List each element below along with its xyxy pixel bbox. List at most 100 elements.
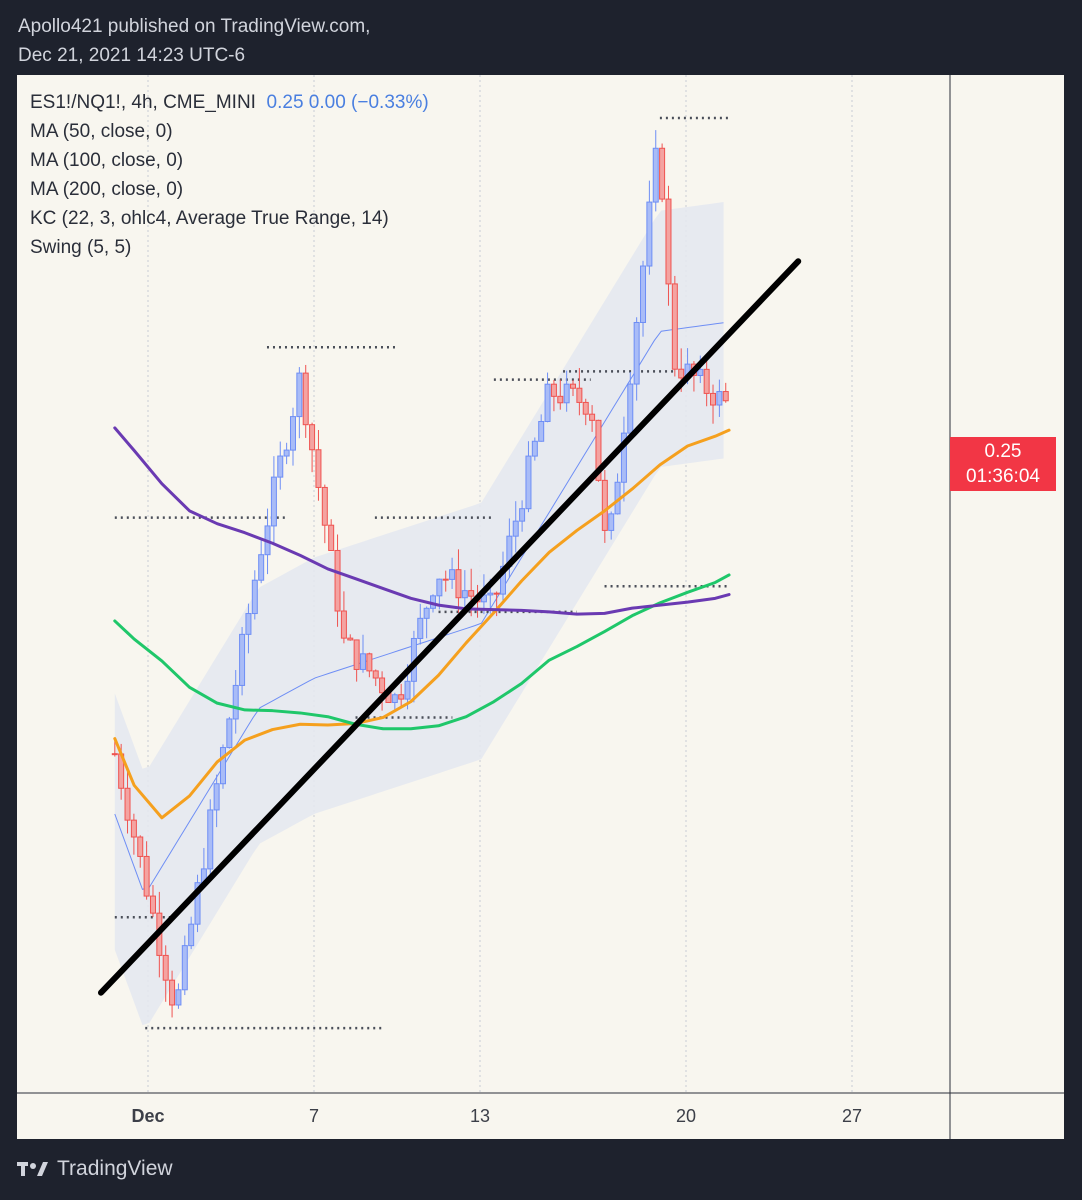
moving-averages [97, 258, 802, 996]
x-tick-13: 13 [469, 1106, 491, 1126]
candle-body [219, 747, 226, 785]
candle-body [703, 368, 710, 394]
candle-body [391, 694, 398, 703]
candle-body [143, 855, 150, 897]
legend-swing[interactable]: Swing (5, 5) [30, 237, 132, 258]
tradingview-logo-icon [17, 1162, 48, 1176]
legend-symbol: ES1!/NQ1!, 4h, CME_MINI [30, 92, 256, 113]
candle-body [582, 401, 589, 415]
publish-date-line: Dec 21, 2021 14:23 UTC-6 [18, 45, 246, 66]
candle-body [359, 653, 366, 670]
candle-body [608, 513, 615, 531]
ma-line-1 [113, 573, 731, 731]
tradingview-brand[interactable]: TradingView [17, 1157, 173, 1181]
candle-body [646, 201, 653, 267]
legend-kc[interactable]: KC (22, 3, ohlc4, Average True Range, 14… [30, 208, 389, 229]
candle-body [620, 432, 627, 483]
candle-body [601, 479, 608, 531]
legend-symbol-row: ES1!/NQ1!, 4h, CME_MINI 0.25 0.00 (−0.33… [30, 88, 429, 117]
candle-body [309, 424, 316, 451]
candle-body [595, 419, 602, 481]
candle-body [493, 592, 500, 595]
last-price-value: 0.25 [984, 441, 1022, 462]
ma-line-2 [113, 426, 731, 616]
candle-body [175, 989, 182, 1006]
candle-body [678, 368, 685, 379]
candle-body [531, 440, 538, 457]
candle-body [283, 449, 290, 457]
candle-body [519, 508, 526, 522]
candle-body [334, 549, 341, 612]
candle-body [710, 392, 717, 406]
candle-body [671, 283, 678, 370]
candle-body [258, 554, 265, 581]
candle-body [181, 945, 188, 991]
candle-body [697, 368, 704, 376]
publish-info: Apollo421 published on TradingView.com, … [18, 12, 370, 70]
candle-body [500, 565, 507, 595]
candle-body [296, 372, 303, 418]
candle-body [633, 321, 640, 385]
candle-body [347, 637, 354, 641]
candle-body [289, 416, 296, 451]
ma-line-0 [113, 428, 731, 820]
candle-body [665, 198, 672, 285]
candle-body [251, 579, 258, 615]
candle-body [640, 265, 647, 323]
candle-body [124, 787, 131, 821]
candle-body [538, 420, 545, 442]
chart-legend: ES1!/NQ1!, 4h, CME_MINI 0.25 0.00 (−0.33… [30, 88, 429, 262]
candle-body [417, 617, 424, 639]
candle-body [194, 882, 201, 925]
candle-body [111, 753, 118, 756]
candle-body [379, 677, 386, 694]
candle-body [188, 923, 195, 947]
x-tick-27: 27 [841, 1106, 863, 1126]
last-price-label: 0.25 01:36:04 [950, 437, 1056, 491]
candle-body [544, 383, 551, 422]
candle-body [162, 954, 169, 981]
candle-body [436, 578, 443, 597]
candle-body [722, 391, 729, 402]
tradingview-brand-label: TradingView [57, 1157, 173, 1180]
x-tick-7: 7 [308, 1106, 320, 1126]
candle-body [659, 147, 666, 200]
candle-body [232, 684, 239, 720]
candle-body [570, 383, 577, 389]
legend-ma50[interactable]: MA (50, close, 0) [30, 121, 173, 142]
candle-body [366, 653, 373, 672]
candle-body [563, 383, 570, 404]
candle-body [449, 569, 456, 580]
legend-ma100[interactable]: MA (100, close, 0) [30, 150, 184, 171]
candle-body [149, 895, 156, 914]
candle-body [404, 680, 411, 700]
x-tick-dec: Dec [131, 1106, 165, 1126]
publish-author-line: Apollo421 published on TradingView.com, [18, 16, 371, 37]
candle-body [226, 718, 233, 749]
candle-body [455, 569, 462, 599]
candle-body [576, 387, 583, 403]
candle-body [137, 836, 144, 857]
candle-body [302, 372, 309, 426]
candle-body [468, 590, 475, 597]
x-tick-20: 20 [675, 1106, 697, 1126]
legend-ma200[interactable]: MA (200, close, 0) [30, 179, 184, 200]
candle-body [557, 395, 564, 404]
candle-body [442, 578, 449, 581]
candle-body [461, 590, 468, 599]
candle-body [239, 633, 246, 686]
candle-body [627, 383, 634, 434]
candle-body [315, 449, 322, 488]
candle-body [245, 613, 252, 635]
candle-body [353, 639, 360, 670]
candle-body [328, 524, 335, 551]
bar-countdown: 01:36:04 [966, 466, 1040, 487]
candle-body [423, 607, 430, 619]
candle-body [550, 383, 557, 397]
candle-body [487, 592, 494, 596]
legend-values: 0.25 0.00 (−0.33%) [266, 92, 429, 113]
trend-line [97, 258, 802, 996]
candle-body [652, 147, 659, 203]
candle-body [169, 979, 176, 1006]
